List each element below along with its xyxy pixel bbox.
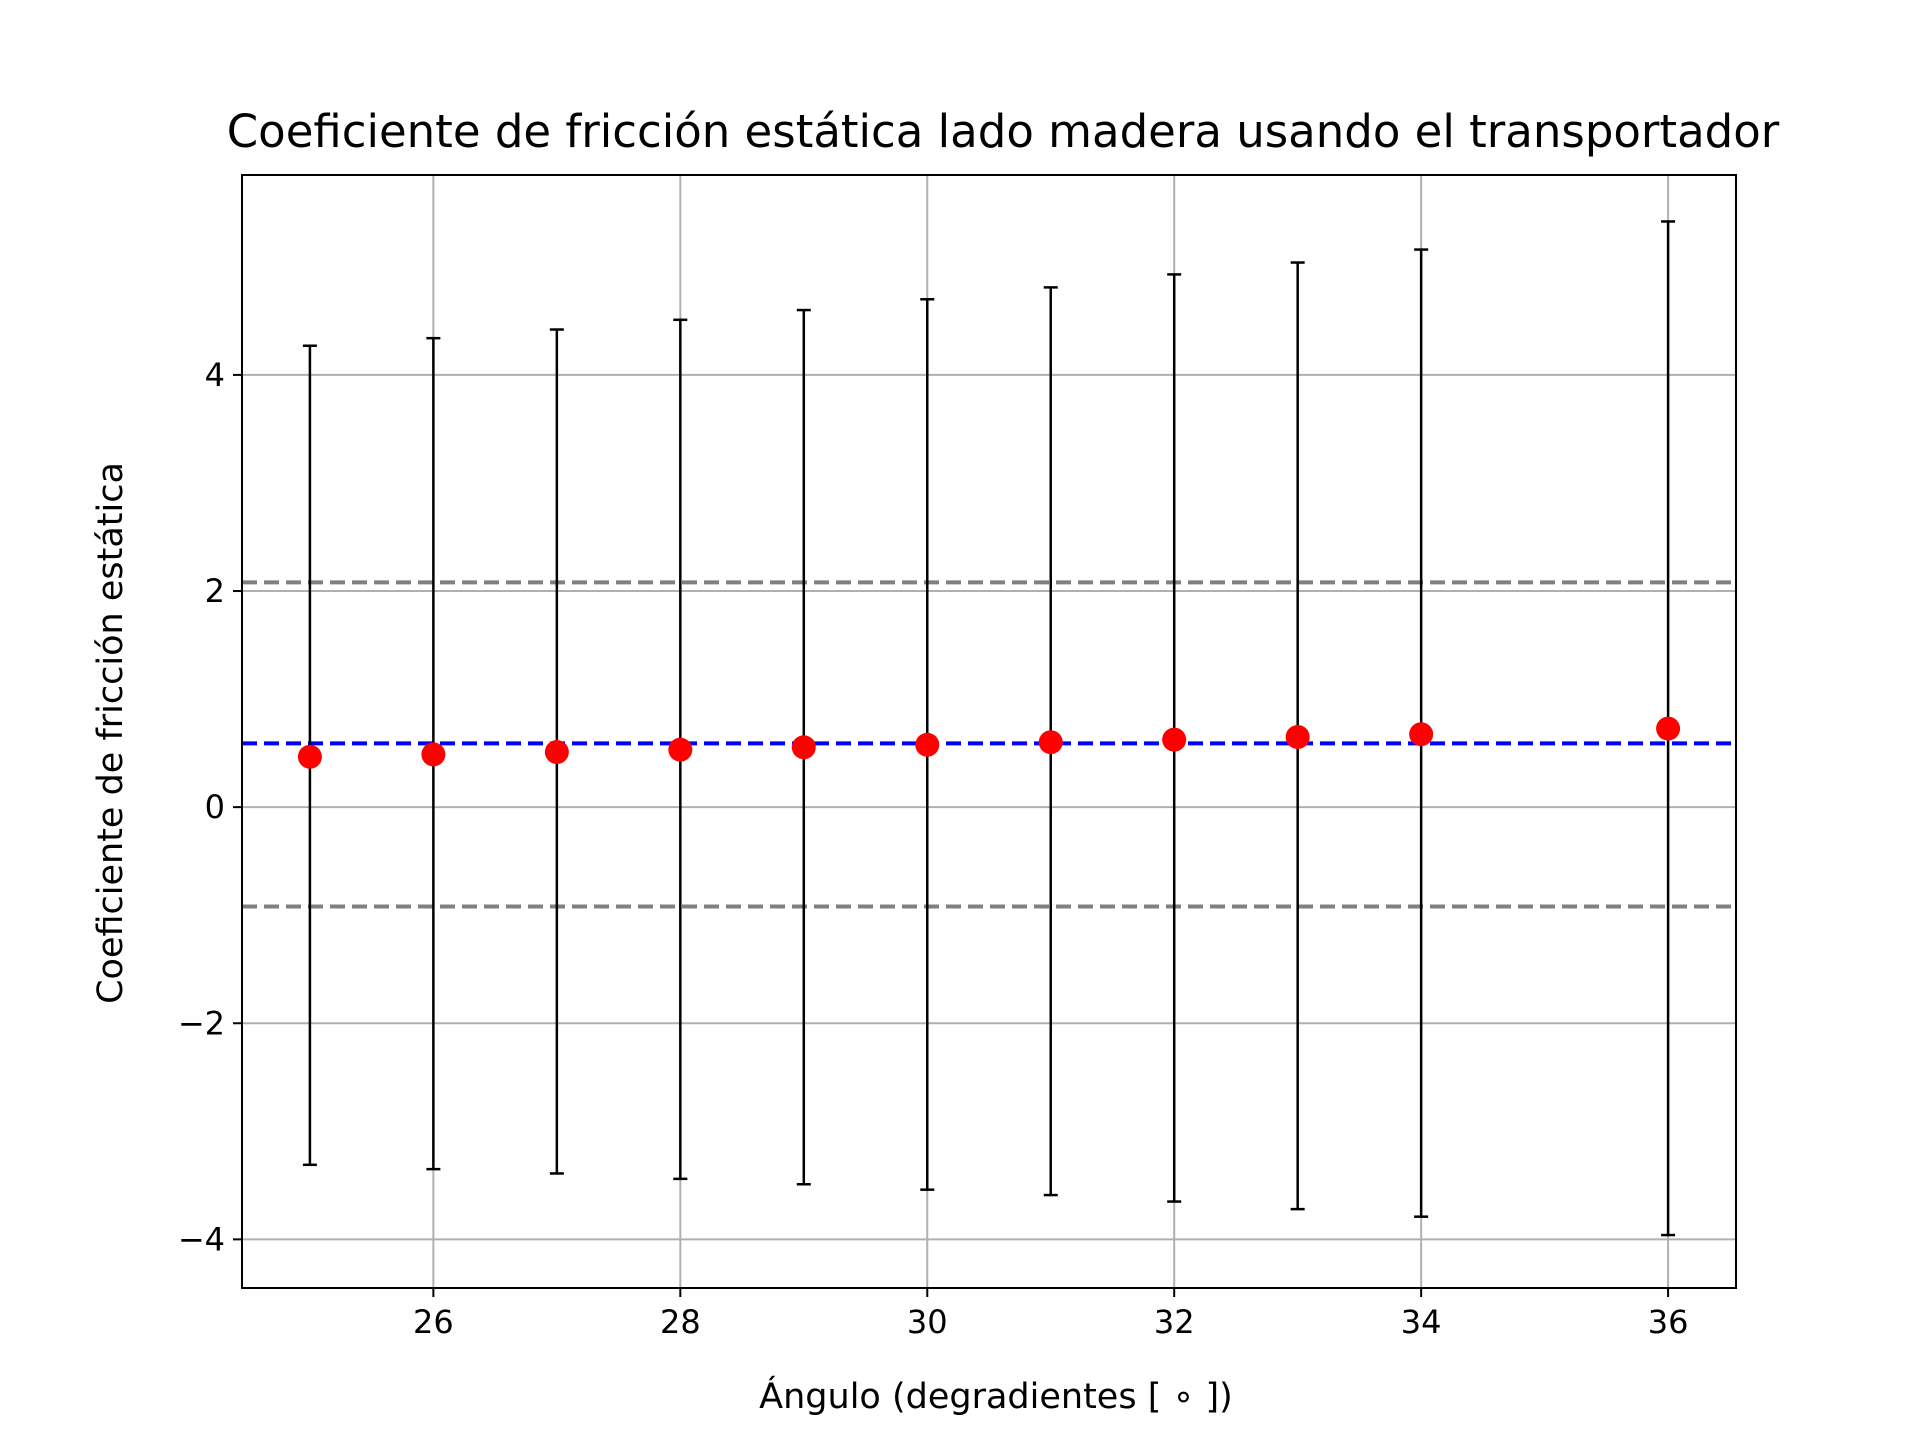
reference-lines <box>242 580 1736 909</box>
x-tick-label: 32 <box>1154 1303 1195 1341</box>
data-point <box>668 737 693 762</box>
data-point <box>297 744 322 769</box>
y-tick-label: −4 <box>178 1220 225 1258</box>
x-tick-label: 34 <box>1401 1303 1442 1341</box>
x-tick-label: 26 <box>413 1303 454 1341</box>
ticks: 26 28 30 32 34 36 −4 −2 0 2 4 <box>178 356 1689 1341</box>
x-tick-label: 30 <box>907 1303 948 1341</box>
y-axis-label: Coeficiente de fricción estática <box>91 462 131 1004</box>
data-point <box>1409 722 1434 747</box>
data-point <box>421 742 446 767</box>
data-point <box>1038 730 1063 755</box>
data-point <box>544 740 569 765</box>
data-point <box>1162 727 1187 752</box>
data-point <box>915 732 940 757</box>
y-tick-label: −2 <box>178 1004 225 1042</box>
data-points <box>297 716 1681 769</box>
y-tick-label: 0 <box>205 788 225 826</box>
data-point <box>791 735 816 760</box>
y-tick-label: 4 <box>205 356 225 394</box>
y-tick-label: 2 <box>205 572 225 610</box>
x-tick-label: 28 <box>660 1303 701 1341</box>
plot-frame <box>241 174 1737 1289</box>
x-axis-label: Ángulo (degradientes [ ∘ ]) <box>759 1375 1233 1417</box>
x-tick-label: 36 <box>1648 1303 1689 1341</box>
data-point <box>1285 725 1310 750</box>
data-point <box>1656 716 1681 741</box>
chart-title: Coeficiente de fricción estática lado ma… <box>227 105 1780 158</box>
